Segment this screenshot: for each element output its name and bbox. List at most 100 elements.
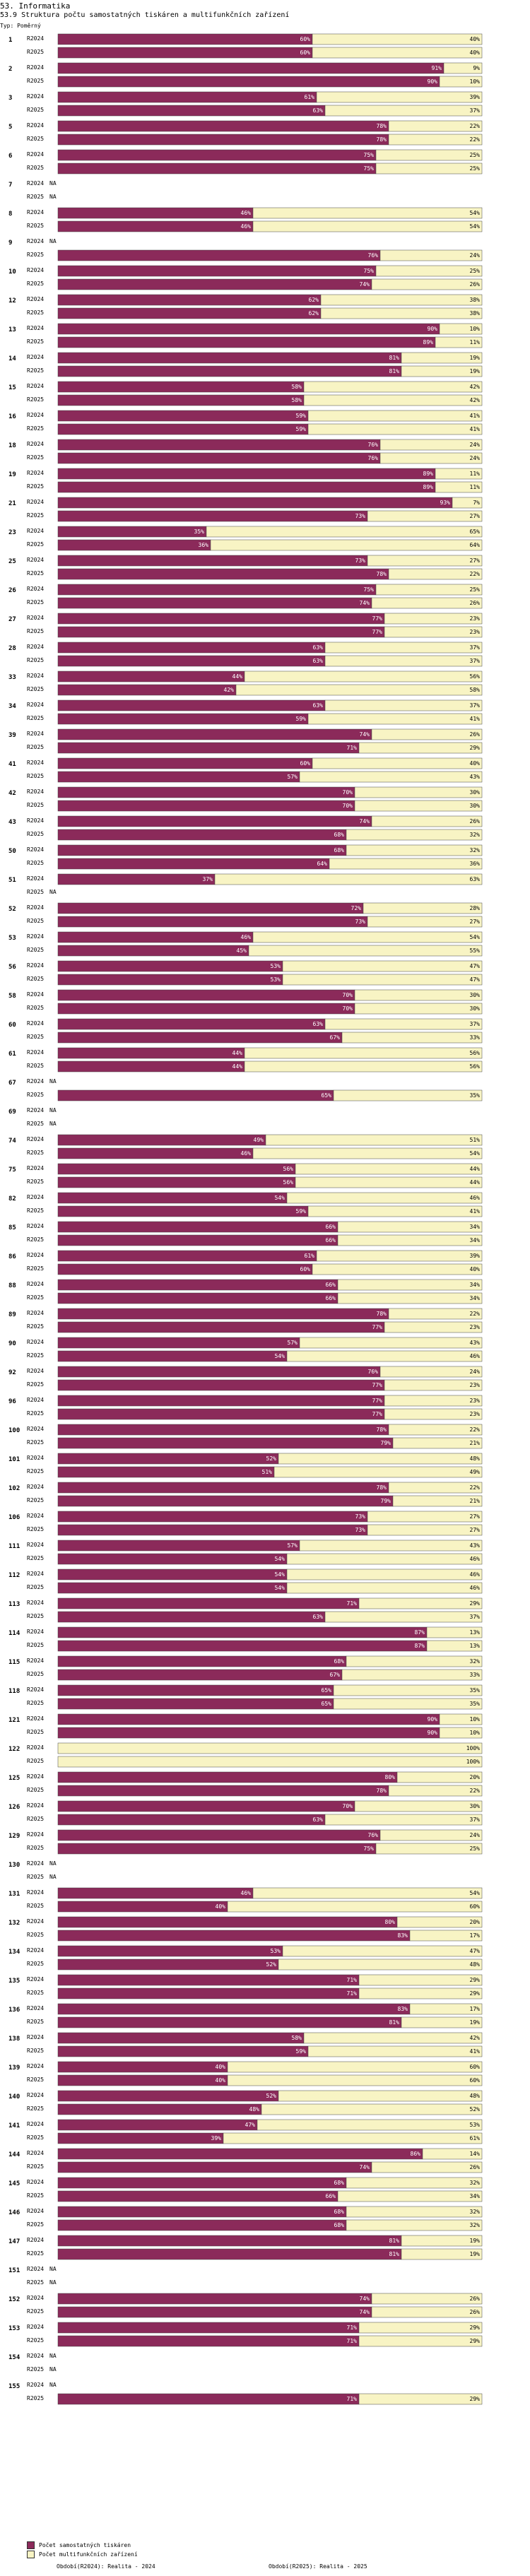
- data-label-standalone: 60%: [300, 49, 311, 56]
- bar-segment-standalone-printers: [57, 1205, 309, 1217]
- data-label-standalone: 78%: [377, 1311, 387, 1317]
- data-label-multifunction: 42%: [470, 384, 481, 390]
- data-label-standalone: 61%: [305, 1253, 315, 1259]
- bar-segment-multifunction-devices: [409, 2003, 483, 2015]
- row-period-label: R2025: [27, 541, 44, 548]
- row-period-label: R2025: [27, 483, 44, 490]
- row-period-label: R2024: [27, 1484, 44, 1490]
- row-period-label: R2025: [27, 136, 44, 142]
- group-label: 134: [8, 1949, 20, 1956]
- data-label-multifunction: 47%: [470, 963, 481, 969]
- data-label-standalone: 44%: [232, 1063, 243, 1070]
- row-period-label: R2024: [27, 875, 44, 882]
- bar-segment-standalone-printers: [57, 1843, 377, 1855]
- bar-segment-multifunction-devices: [337, 2190, 483, 2202]
- group-label: 144: [8, 2151, 20, 2158]
- row-period-label: R2025: [27, 599, 44, 605]
- bar-segment-standalone-printers: [57, 1308, 389, 1320]
- row-period-label: R2024: [27, 2121, 44, 2127]
- data-label-multifunction: 34%: [470, 1295, 481, 1301]
- data-label-multifunction: 20%: [470, 1919, 481, 1925]
- bar-segment-standalone-printers: [57, 76, 440, 88]
- data-label-multifunction: 27%: [470, 918, 481, 925]
- bar-segment-multifunction-devices: [439, 1727, 483, 1739]
- data-label-multifunction: 100%: [466, 1759, 480, 1765]
- bar-segment-standalone-printers: [57, 1047, 245, 1059]
- data-label-standalone: 75%: [364, 1845, 375, 1852]
- bar-segment-standalone-printers: [57, 2074, 228, 2086]
- data-label-standalone: 63%: [313, 644, 324, 651]
- data-label-multifunction: 19%: [470, 368, 481, 374]
- bar-segment-standalone-printers: [57, 1060, 245, 1073]
- row-period-label: R2024: [27, 1368, 44, 1374]
- data-label-multifunction: 22%: [470, 123, 481, 129]
- data-label-multifunction: 53%: [470, 2122, 481, 2128]
- data-label-standalone: 59%: [296, 2048, 307, 2055]
- data-label-standalone: 74%: [360, 2164, 370, 2170]
- row-period-label: R2024: [27, 151, 44, 158]
- bar-segment-multifunction-devices: [367, 555, 483, 567]
- data-label-standalone: 75%: [364, 268, 375, 274]
- row-period-label: R2024: [27, 296, 44, 302]
- data-label-multifunction: 41%: [470, 413, 481, 419]
- row-period-label: R2025: [27, 1468, 44, 1475]
- bar-segment-multifunction-devices: [278, 1453, 483, 1465]
- bar-segment-multifunction-devices: [337, 1221, 483, 1233]
- group-label: 42: [8, 790, 16, 797]
- bar-segment-multifunction-devices: [295, 1176, 483, 1188]
- row-period-label: R2025: [27, 396, 44, 403]
- data-label-multifunction: 32%: [470, 832, 481, 838]
- data-label-multifunction: 30%: [470, 1005, 481, 1012]
- data-label-standalone: 63%: [313, 658, 324, 664]
- na-label: NA: [49, 1860, 57, 1867]
- group-label: 125: [8, 1775, 20, 1782]
- data-label-standalone: 89%: [423, 471, 434, 477]
- bar-segment-standalone-printers: [57, 526, 207, 538]
- data-label-standalone: 90%: [428, 1730, 438, 1736]
- row-period-label: R2025: [27, 686, 44, 692]
- data-label-standalone: 74%: [360, 731, 370, 738]
- data-label-standalone: 62%: [309, 310, 319, 317]
- row-period-label: R2025: [27, 309, 44, 316]
- data-label-multifunction: 54%: [470, 1890, 481, 1896]
- row-period-label: R2024: [27, 383, 44, 389]
- data-label-standalone: 68%: [334, 1658, 345, 1665]
- data-label-multifunction: 26%: [470, 731, 481, 738]
- row-period-label: R2025: [27, 2366, 44, 2373]
- bar-segment-multifunction-devices: [367, 916, 483, 928]
- data-label-multifunction: 13%: [470, 1643, 481, 1649]
- data-label-standalone: 81%: [389, 355, 400, 361]
- bar-segment-standalone-printers: [57, 728, 372, 740]
- bar-segment-standalone-printers: [57, 539, 211, 551]
- row-period-label: R2025: [27, 715, 44, 721]
- data-label-standalone: 74%: [360, 281, 370, 288]
- group-label: 152: [8, 2296, 20, 2303]
- row-period-label: R2025: [27, 802, 44, 808]
- bar-segment-standalone-printers: [57, 220, 254, 232]
- data-label-multifunction: 24%: [470, 1832, 481, 1838]
- bar-segment-standalone-printers: [57, 336, 436, 348]
- data-label-standalone: 71%: [347, 2338, 358, 2344]
- bar-segment-standalone-printers: [57, 307, 322, 319]
- data-label-multifunction: 40%: [470, 1266, 481, 1272]
- bar-segment-standalone-printers: [57, 613, 385, 625]
- data-label-standalone: 73%: [355, 1527, 366, 1533]
- data-label-standalone: 79%: [381, 1498, 391, 1504]
- na-label: NA: [49, 1107, 57, 1113]
- data-label-multifunction: 26%: [470, 2309, 481, 2315]
- data-label-multifunction: 23%: [470, 1398, 481, 1404]
- bar-segment-multifunction-devices: [252, 220, 483, 232]
- bar-segment-standalone-printers: [57, 207, 254, 219]
- data-label-multifunction: 30%: [470, 803, 481, 809]
- bar-segment-multifunction-devices: [57, 1742, 483, 1754]
- data-label-standalone: 53%: [271, 963, 281, 969]
- bar-segment-standalone-printers: [57, 410, 309, 422]
- row-period-label: R2025: [27, 918, 44, 924]
- bar-segment-standalone-printers: [57, 1337, 300, 1349]
- bar-segment-standalone-printers: [57, 91, 317, 103]
- bar-segment-standalone-printers: [57, 1669, 343, 1681]
- group-label: 130: [8, 1862, 20, 1869]
- bar-segment-multifunction-devices: [354, 989, 483, 1001]
- row-period-label: R2024: [27, 1281, 44, 1287]
- bar-segment-standalone-printers: [57, 584, 377, 596]
